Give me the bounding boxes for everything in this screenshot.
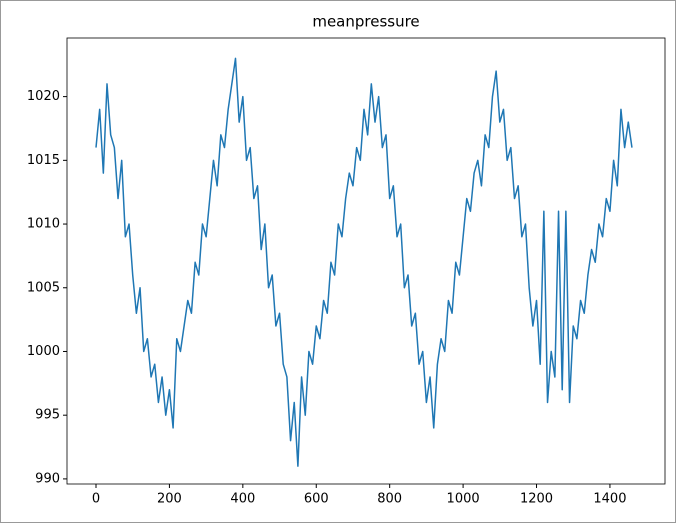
y-tick-label: 1005 [27, 280, 60, 295]
line-series [95, 57, 633, 467]
y-tick-label: 1000 [27, 344, 60, 359]
x-tick-label: 600 [304, 492, 329, 507]
y-tick-label: 1015 [27, 153, 60, 168]
x-tick-label: 400 [230, 492, 255, 507]
y-tick-label: 995 [35, 408, 60, 423]
plot-frame [66, 37, 666, 485]
x-tick-label: 200 [157, 492, 182, 507]
y-tick-label: 1010 [27, 217, 60, 232]
x-tick-label: 1400 [593, 492, 626, 507]
y-tick-label: 1020 [27, 89, 60, 104]
x-tick-label: 800 [377, 492, 402, 507]
chart-title: meanpressure [312, 13, 419, 31]
y-tick-label: 990 [35, 471, 60, 486]
x-tick-label: 0 [92, 492, 100, 507]
x-tick-label: 1200 [520, 492, 553, 507]
x-tick-label: 1000 [447, 492, 480, 507]
